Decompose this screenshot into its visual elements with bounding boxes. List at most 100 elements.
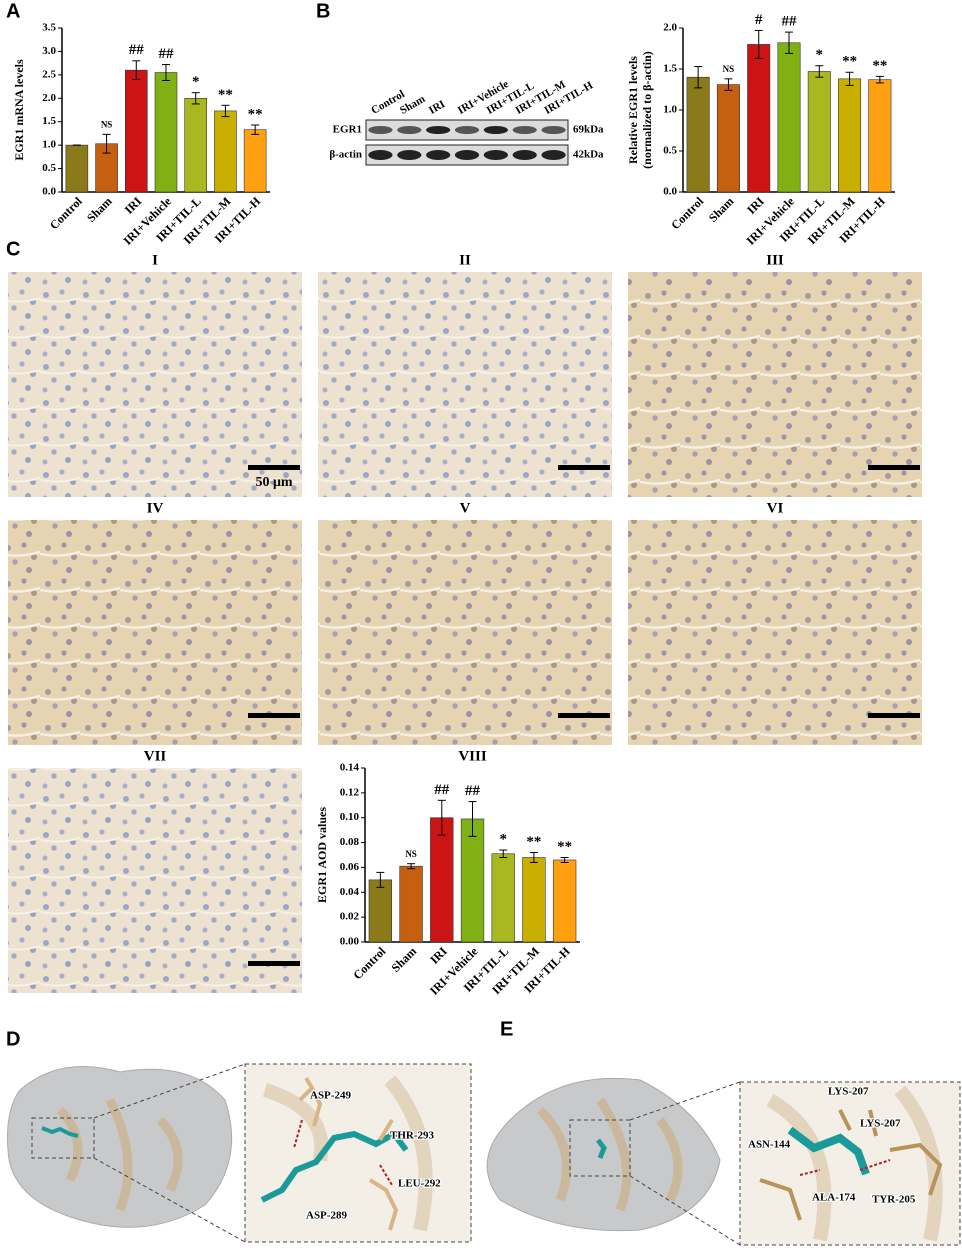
y-tick-label: 0.04 [340, 886, 360, 898]
row-label: EGR1 [333, 124, 362, 136]
x-tick-label: IRI [427, 944, 450, 967]
bar [838, 78, 862, 193]
bar [777, 42, 801, 193]
error-bar [191, 92, 200, 105]
residue-label: THR-293 [390, 1130, 435, 1142]
error-bar [407, 863, 416, 870]
y-tick-label: 3.5 [42, 22, 56, 34]
blot-band [541, 126, 566, 134]
significance-label: ** [872, 58, 887, 74]
y-tick-label: 0.0 [42, 186, 56, 198]
micrograph-label: I [152, 252, 158, 268]
residue-label: ALA-174 [812, 1192, 856, 1204]
error-bar [102, 133, 111, 154]
y-tick-label: 2.0 [42, 92, 56, 104]
panel-label: C [6, 238, 20, 260]
scale-bar [248, 713, 300, 718]
blot-band [483, 126, 508, 134]
y-tick-label: 0.12 [340, 786, 360, 798]
error-bar [251, 124, 260, 135]
y-tick-label: 0.10 [340, 811, 360, 823]
blot-band [368, 150, 393, 160]
bar [368, 879, 393, 943]
significance-label: NS [101, 119, 113, 129]
significance-label: ** [218, 87, 233, 103]
panel-letters: A B C D E [6, 0, 513, 1050]
docking-art [7, 1063, 961, 1246]
blot-band [454, 150, 480, 160]
y-tick-label: 1.5 [663, 63, 677, 75]
blot-band [397, 126, 422, 134]
micrograph-label: III [766, 252, 784, 268]
micrograph-label: V [460, 500, 471, 516]
y-tick-label: 1.5 [42, 115, 56, 127]
y-tick-label: 0.08 [340, 836, 360, 848]
scale-bar [248, 465, 300, 470]
blot-band [512, 150, 537, 160]
residue-label: LYS-207 [828, 1086, 869, 1098]
error-bar [694, 66, 703, 89]
panel-label: B [316, 0, 330, 22]
blot-band [454, 126, 480, 134]
error-bar [529, 852, 538, 863]
micrograph-label: VII [144, 748, 167, 764]
bar [65, 144, 89, 193]
bar [522, 857, 546, 943]
error-bar [560, 856, 569, 863]
y-tick-label: 3.0 [42, 45, 56, 57]
micrograph-label: II [459, 252, 471, 268]
x-tick-label: Control [47, 194, 85, 232]
bar [399, 865, 423, 943]
y-axis-label: Relative EGR1 levels [626, 56, 640, 164]
residue-label: ASN-144 [748, 1139, 791, 1151]
size-label: 69kDa [573, 124, 604, 136]
micrograph [8, 520, 302, 745]
residue-label: ASP-249 [310, 1090, 351, 1102]
panel-label: D [6, 1028, 20, 1050]
y-tick-label: 1.0 [42, 139, 56, 151]
error-bar [376, 871, 385, 888]
size-label: 42kDa [573, 149, 604, 161]
error-bar [468, 801, 477, 837]
residue-label: LYS-207 [860, 1118, 901, 1130]
significance-label: ## [129, 42, 145, 58]
bar [686, 76, 710, 193]
y-axis-label: EGR1 mRNA levels [12, 59, 26, 161]
significance-label: * [499, 831, 507, 847]
significance-label: ** [557, 839, 572, 855]
y-tick-label: 0.5 [663, 145, 677, 157]
x-tick-label: Sham [84, 194, 115, 225]
y-axis-label: (normalized to β-actin) [640, 51, 654, 169]
x-tick-label: Sham [706, 194, 737, 225]
micrograph [628, 272, 922, 497]
significance-label: # [755, 12, 763, 28]
y-tick-label: 0.00 [340, 936, 360, 948]
scale-bar [868, 713, 920, 718]
bar [552, 859, 577, 943]
bar [868, 79, 892, 193]
bar [807, 71, 831, 193]
y-tick-label: 0.5 [42, 162, 56, 174]
significance-label: ## [434, 782, 450, 798]
x-tick-label: Control [350, 944, 388, 982]
bar [716, 84, 740, 193]
bar [460, 818, 485, 943]
error-bar [221, 104, 230, 118]
significance-label: * [816, 47, 824, 63]
error-bar [754, 29, 763, 59]
panel-label: E [500, 1018, 513, 1040]
y-tick-label: 1.0 [663, 104, 677, 116]
blot-band [426, 150, 451, 160]
error-bar [162, 64, 170, 81]
significance-label: ## [465, 783, 481, 799]
y-axis-label: EGR1 AOD values [315, 807, 329, 903]
significance-label: ** [526, 834, 541, 850]
error-bar [132, 60, 141, 81]
y-tick-label: 2.5 [42, 68, 56, 80]
blot-band [397, 150, 422, 160]
scale-bar [558, 465, 610, 470]
significance-label: ** [842, 54, 857, 70]
panel-label: A [6, 0, 20, 22]
y-tick-label: 0.14 [340, 762, 360, 774]
